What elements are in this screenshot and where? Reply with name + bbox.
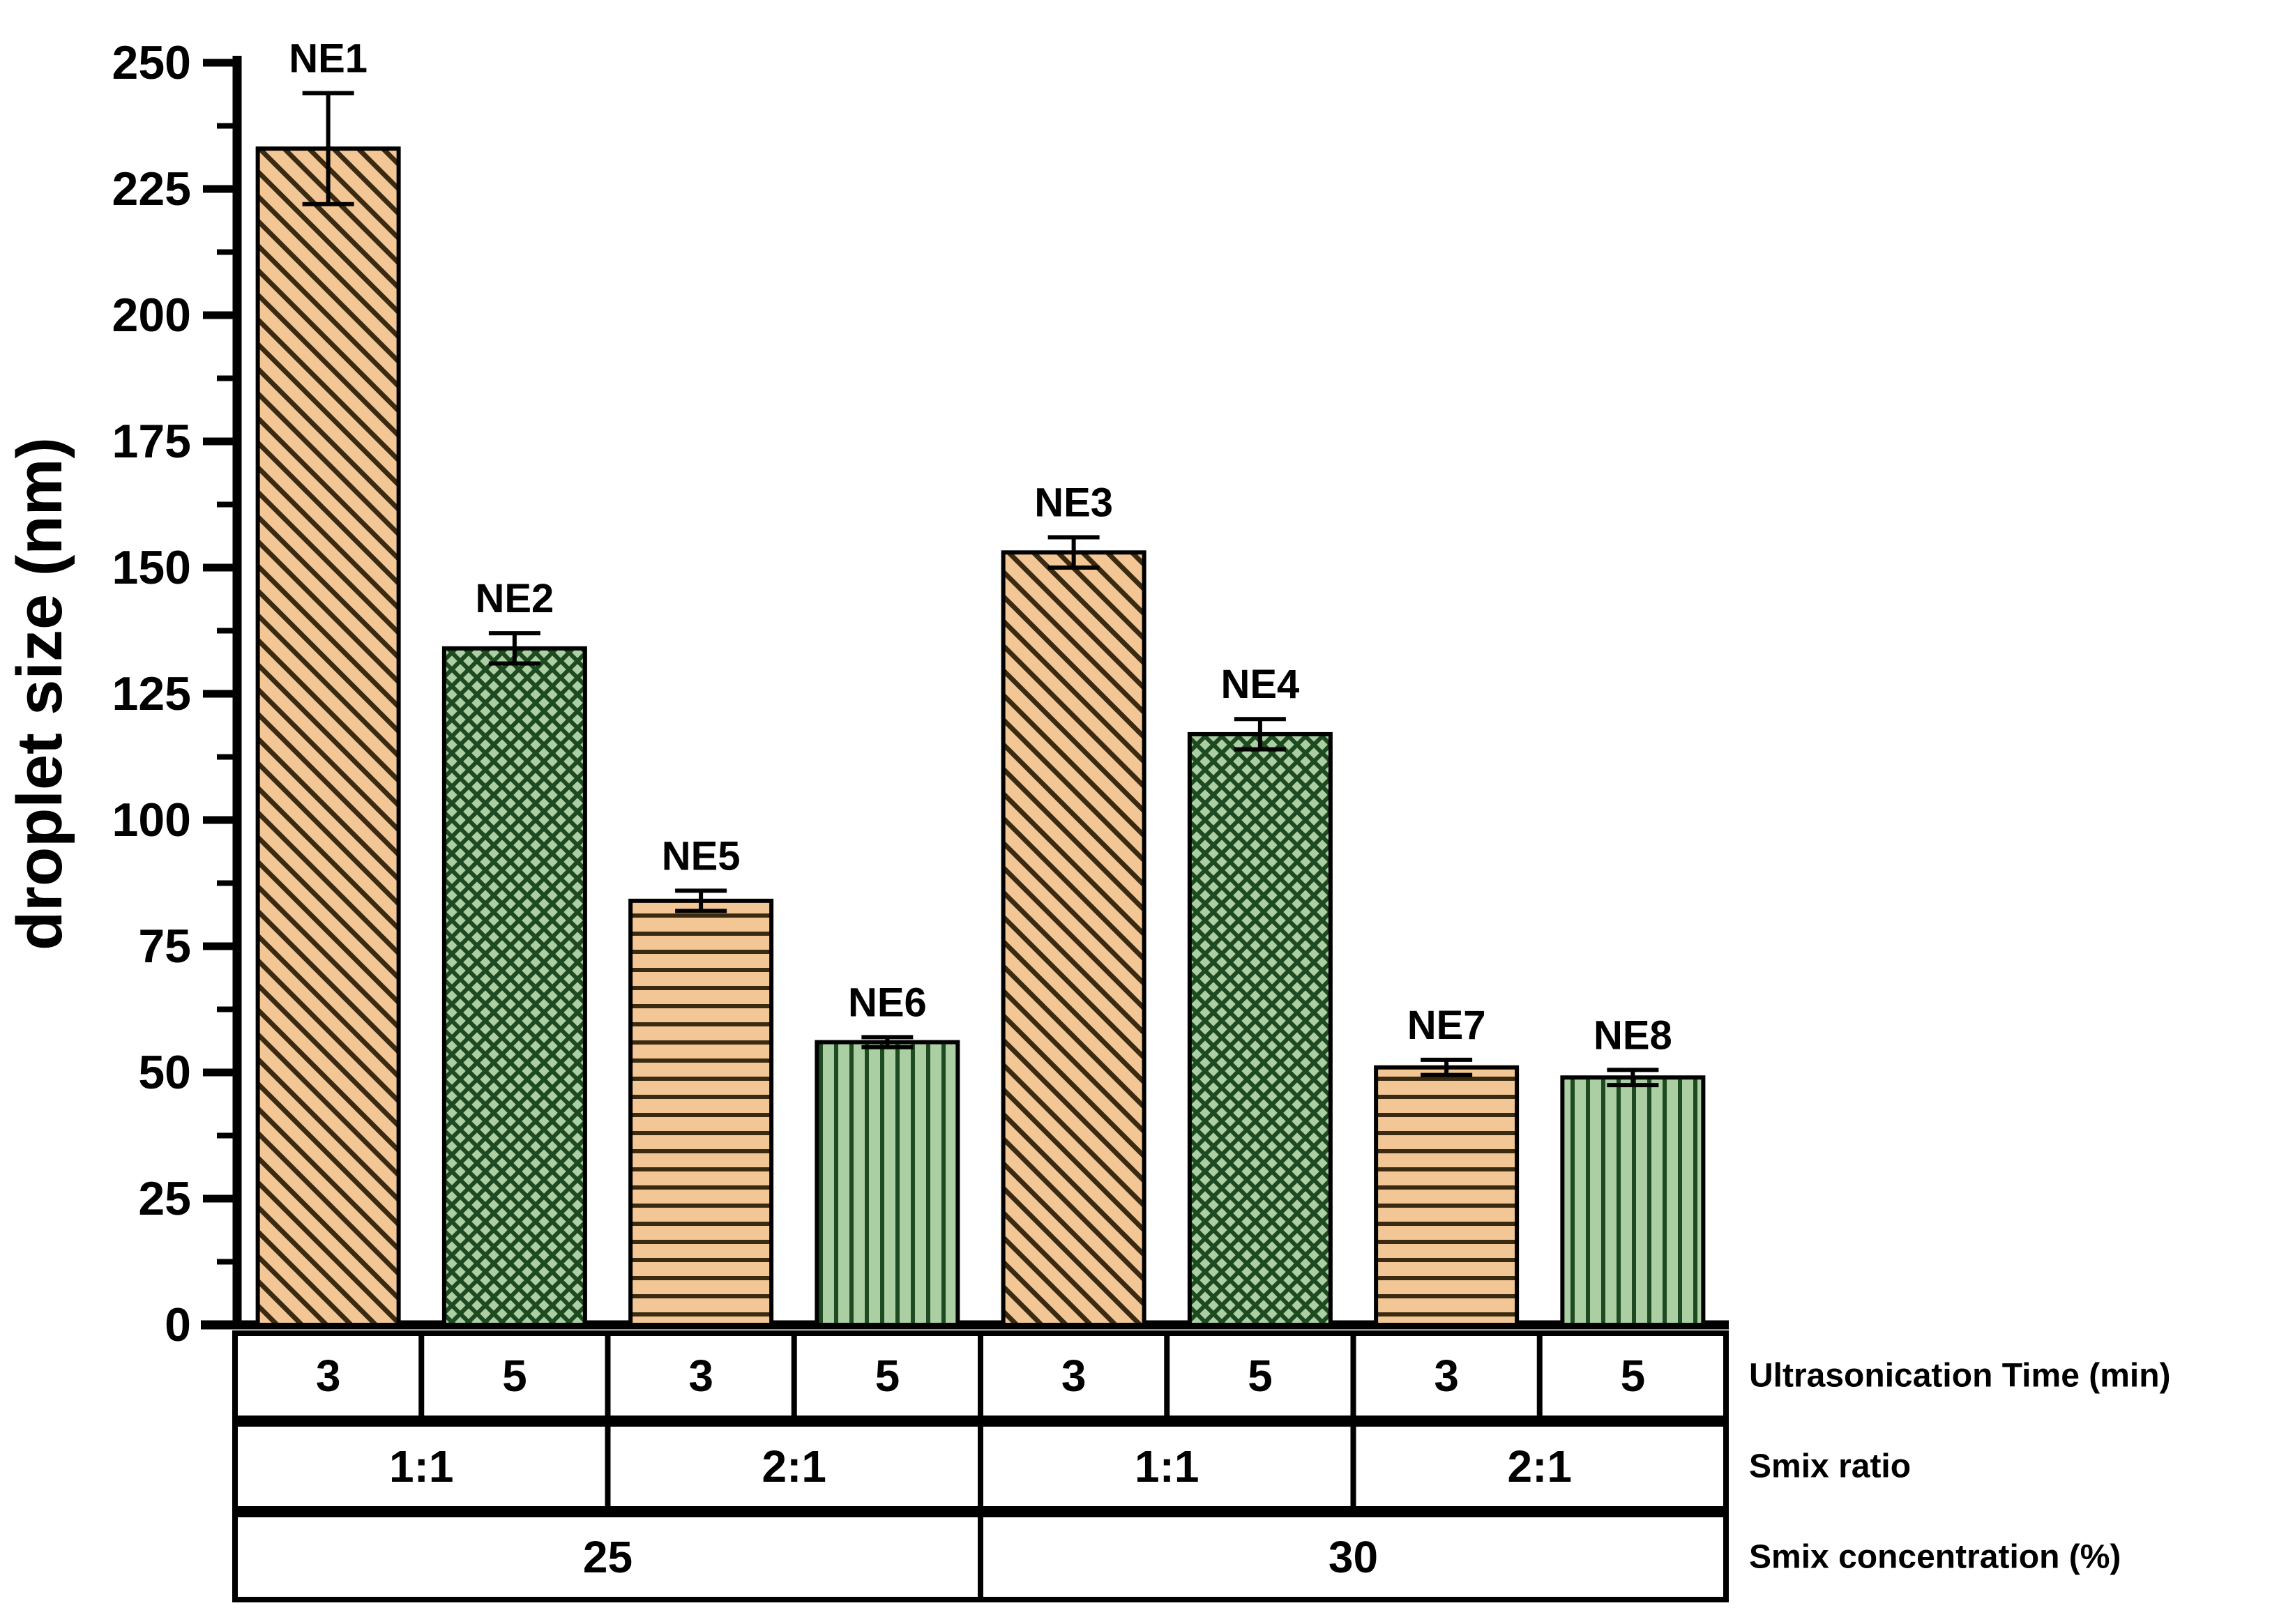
- x-factor-table: 3 5 3 5 3 5 3 5 Ultrasonication Time (min) 1:1 2:1…: [232, 1330, 2171, 1602]
- y-axis-ticks: 0 25 50 75 100 125 150 175 200 225 250: [112, 36, 233, 1351]
- bars-group: NE1 NE2 NE5 NE6 NE3 NE4 NE7 NE8: [255, 36, 1706, 1328]
- bar-NE8: [1560, 1075, 1706, 1327]
- bar-label-NE7: NE7: [1407, 1003, 1486, 1048]
- bar-label-NE8: NE8: [1594, 1012, 1672, 1058]
- bar-label-NE4: NE4: [1220, 662, 1299, 707]
- y-tick-label: 250: [112, 36, 191, 89]
- y-tick-label: 25: [138, 1172, 191, 1225]
- y-axis-title: droplet size (nm): [4, 437, 75, 950]
- y-tick-label: 175: [112, 415, 191, 468]
- y-tick-label: 75: [138, 920, 191, 973]
- table-row-label-conc: Smix concentration (%): [1749, 1539, 2121, 1576]
- bar-label-NE5: NE5: [662, 833, 741, 879]
- bar-NE5: [628, 898, 774, 1327]
- table-row-label-ratio: Smix ratio: [1749, 1448, 1911, 1485]
- bar-NE2: [441, 646, 587, 1327]
- table-cell-ratio-3: 2:1: [1508, 1441, 1573, 1492]
- bar-label-NE2: NE2: [475, 576, 554, 621]
- bar-NE1: [255, 146, 401, 1328]
- y-tick-label: 0: [165, 1298, 191, 1351]
- y-tick-label: 125: [112, 667, 191, 720]
- bar-NE4: [1187, 731, 1333, 1328]
- table-cell-conc-0: 25: [583, 1532, 633, 1582]
- y-tick-label: 225: [112, 162, 191, 215]
- table-cell-conc-1: 30: [1329, 1532, 1378, 1582]
- table-cell-time-0: 3: [316, 1351, 341, 1401]
- bar-NE3: [1001, 550, 1146, 1327]
- y-tick-label: 50: [138, 1046, 191, 1099]
- table-cell-ratio-2: 1:1: [1135, 1441, 1199, 1492]
- bar-NE7: [1374, 1065, 1520, 1327]
- table-cell-ratio-0: 1:1: [389, 1441, 454, 1492]
- bar-label-NE1: NE1: [289, 36, 368, 81]
- table-cell-time-4: 3: [1061, 1351, 1087, 1401]
- bar-label-NE3: NE3: [1034, 480, 1113, 526]
- table-cell-time-7: 5: [1621, 1351, 1646, 1401]
- table-cell-time-2: 3: [688, 1351, 713, 1401]
- table-cell-time-6: 3: [1434, 1351, 1459, 1401]
- y-tick-label: 100: [112, 794, 191, 847]
- table-cell-time-1: 5: [502, 1351, 527, 1401]
- bar-label-NE6: NE6: [848, 980, 927, 1025]
- y-tick-label: 150: [112, 541, 191, 594]
- y-tick-label: 200: [112, 289, 191, 342]
- table-cell-time-3: 5: [875, 1351, 900, 1401]
- bar-NE6: [815, 1040, 960, 1328]
- table-cell-time-5: 5: [1248, 1351, 1273, 1401]
- table-row-label-time: Ultrasonication Time (min): [1749, 1358, 2171, 1395]
- table-cell-ratio-1: 2:1: [762, 1441, 827, 1492]
